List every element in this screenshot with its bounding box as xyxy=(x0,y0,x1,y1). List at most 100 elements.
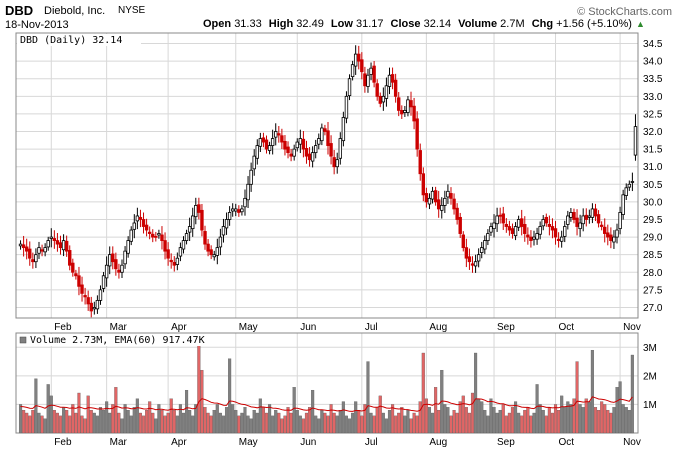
candle-body xyxy=(529,236,533,241)
candlestick xyxy=(49,228,53,248)
candlestick xyxy=(390,67,395,90)
candlestick xyxy=(323,124,327,136)
volume-bar xyxy=(504,415,508,434)
volume-bar xyxy=(123,404,127,434)
candle-body xyxy=(92,307,97,310)
candlestick xyxy=(123,246,127,269)
volume-bar xyxy=(37,412,41,434)
volume-bar xyxy=(55,412,59,434)
stockcharts-watermark: © StockCharts.com xyxy=(577,6,672,18)
candle-body xyxy=(397,97,401,111)
volume-bar xyxy=(560,395,564,434)
volume-bar xyxy=(532,412,536,434)
volume-bar xyxy=(569,404,573,434)
volume-bar xyxy=(114,387,118,434)
volume-bar xyxy=(326,415,330,434)
volume-bar xyxy=(43,418,47,434)
volume-bar xyxy=(295,409,299,434)
price-month-label: Mar xyxy=(110,322,128,333)
candle-body xyxy=(599,224,604,227)
volume-bar xyxy=(615,387,619,434)
high-label: High xyxy=(268,18,294,30)
candlestick xyxy=(566,210,570,230)
candle-body xyxy=(86,297,90,305)
volume-bar xyxy=(317,418,321,434)
candle-body xyxy=(575,217,579,227)
volume-bar xyxy=(188,409,192,434)
candle-body xyxy=(627,183,632,188)
volume-bar xyxy=(314,415,318,434)
candle-body xyxy=(74,273,78,277)
candlestick xyxy=(249,162,253,192)
volume-bar xyxy=(163,415,167,434)
candlestick xyxy=(353,45,358,75)
volume-bar xyxy=(255,412,259,434)
volume-bar xyxy=(538,404,542,434)
low-label: Low xyxy=(330,18,353,30)
candlestick xyxy=(360,52,364,80)
price-tick-label: 30.0 xyxy=(643,197,663,208)
candlestick xyxy=(64,235,69,257)
candle-body xyxy=(286,146,290,154)
volume-bar xyxy=(323,412,327,434)
candlestick xyxy=(569,208,573,222)
candlestick xyxy=(633,114,638,161)
candle-body xyxy=(98,289,103,301)
candlestick xyxy=(138,209,143,228)
candle-body xyxy=(221,226,226,236)
candle-body xyxy=(252,155,256,170)
volume-bar xyxy=(292,387,296,434)
volume-bar xyxy=(28,415,32,434)
candlestick xyxy=(424,187,429,208)
volume-bar xyxy=(25,412,29,434)
candle-body xyxy=(406,99,410,113)
price-tick-label: 31.0 xyxy=(643,162,663,173)
close-value: 32.14 xyxy=(423,18,452,30)
candlestick xyxy=(326,121,330,155)
volume-bar xyxy=(274,409,278,434)
candlestick xyxy=(255,139,259,165)
candle-body xyxy=(240,208,244,213)
candlestick xyxy=(24,238,29,260)
candle-body xyxy=(101,275,106,289)
candlestick xyxy=(603,218,607,243)
volume-bar xyxy=(563,407,567,434)
volume-bar xyxy=(464,407,468,434)
volume-bar xyxy=(286,407,290,434)
volume-label: Volume xyxy=(458,18,498,30)
candlestick xyxy=(43,243,47,257)
volume-bar xyxy=(301,418,305,434)
candlestick xyxy=(240,205,244,216)
candlestick xyxy=(510,223,515,239)
candle-body xyxy=(581,215,585,225)
candle-body xyxy=(314,145,318,154)
volume-bar xyxy=(400,407,404,434)
price-tick-label: 31.5 xyxy=(643,145,663,156)
candlestick xyxy=(344,91,349,124)
candle-body xyxy=(633,126,638,156)
volume-tick-label: 3M xyxy=(643,343,657,354)
volume-bar xyxy=(403,415,407,434)
volume-bar xyxy=(437,409,441,434)
candlestick xyxy=(212,250,216,261)
candlestick xyxy=(329,135,333,165)
candle-body xyxy=(18,243,23,247)
candlestick xyxy=(412,97,416,130)
price-tick-label: 33.0 xyxy=(643,92,663,103)
volume-bar xyxy=(618,381,622,434)
candlestick xyxy=(151,229,155,243)
volume-bar xyxy=(347,418,352,434)
candlestick xyxy=(473,254,478,273)
volume-month-label: Mar xyxy=(110,437,128,448)
candlestick xyxy=(314,139,318,159)
candle-body xyxy=(338,138,342,159)
volume-bar xyxy=(102,409,106,434)
candle-body xyxy=(64,240,69,252)
price-tick-label: 28.5 xyxy=(643,250,663,261)
volume-bar xyxy=(58,415,63,434)
candle-body xyxy=(535,233,539,240)
candlestick xyxy=(523,216,527,242)
candlestick xyxy=(258,132,263,152)
candle-body xyxy=(203,231,207,245)
candlestick xyxy=(61,234,66,257)
